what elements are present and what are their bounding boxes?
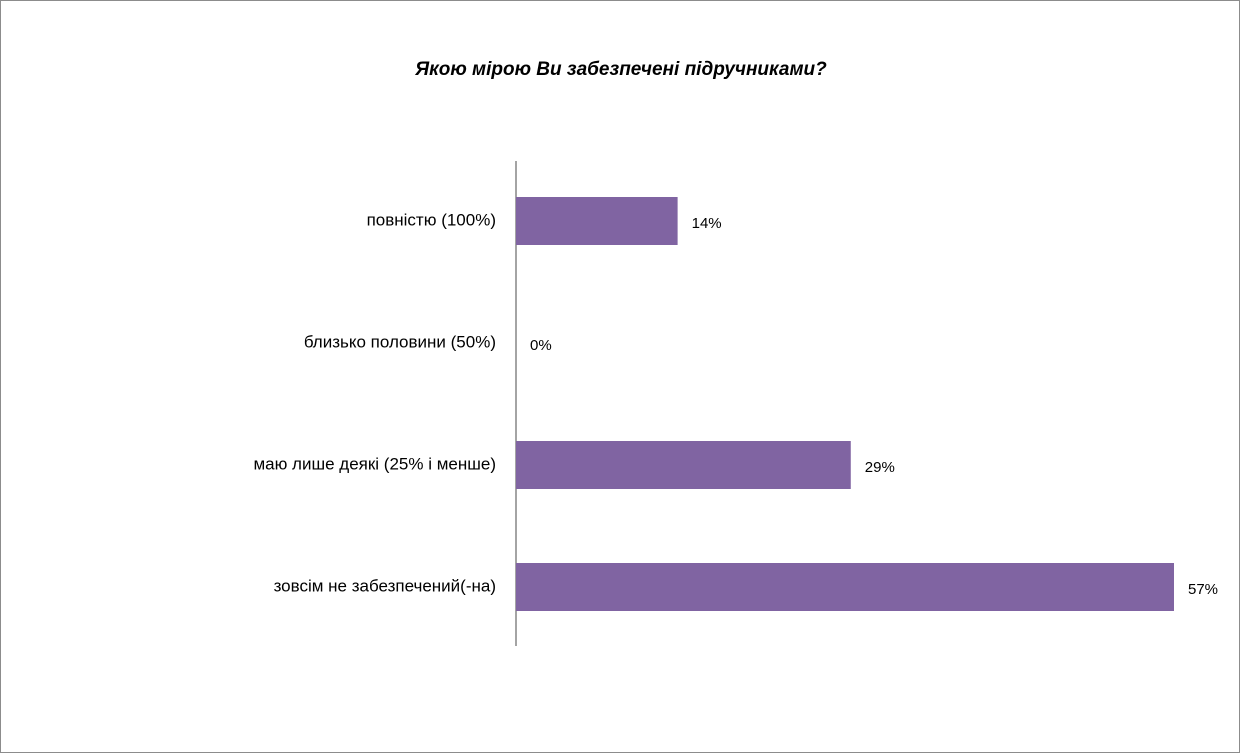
bar bbox=[516, 441, 851, 489]
category-label: маю лише деякі (25% і менше) bbox=[253, 454, 496, 473]
category-label: повністю (100%) bbox=[367, 210, 496, 229]
category-label: зовсім не забезпечений(-на) bbox=[274, 576, 496, 595]
chart-title: Якою мірою Ви забезпечені підручниками? bbox=[415, 59, 827, 80]
category-label: близько половини (50%) bbox=[304, 332, 496, 351]
value-label: 57% bbox=[1188, 581, 1218, 598]
value-label: 29% bbox=[865, 459, 895, 476]
bars-layer: повністю (100%) 14% близько половини (50%)… bbox=[253, 197, 1218, 611]
value-label: 14% bbox=[692, 215, 722, 232]
bar bbox=[516, 197, 678, 245]
value-label: 0% bbox=[530, 337, 552, 354]
bar bbox=[516, 563, 1174, 611]
